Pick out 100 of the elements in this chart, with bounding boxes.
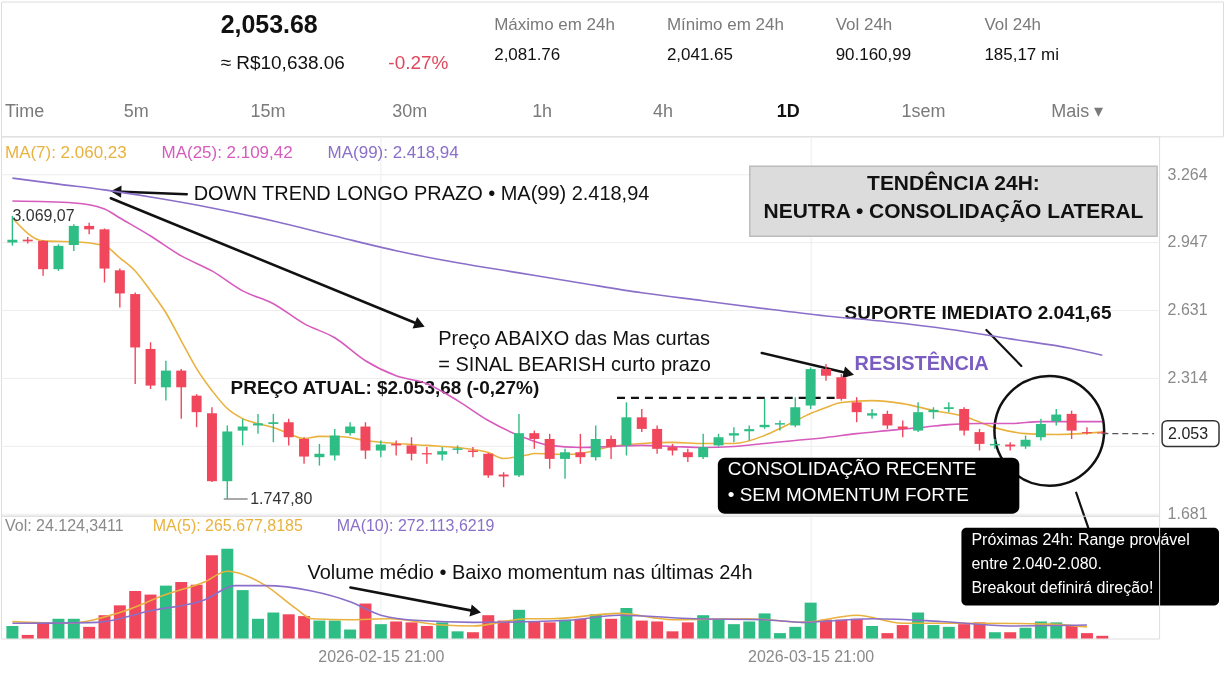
- bar: [850, 618, 863, 639]
- bar: [835, 619, 848, 639]
- bar: [543, 622, 556, 639]
- bar: [144, 594, 157, 639]
- candlestick: [329, 428, 340, 462]
- bar: [927, 625, 940, 639]
- candlestick: [636, 408, 647, 433]
- bar: [113, 605, 126, 639]
- candlestick: [1081, 426, 1092, 436]
- bar: [528, 621, 541, 639]
- bar: [374, 624, 387, 639]
- bar: [344, 629, 357, 639]
- bar: [6, 625, 19, 639]
- y-tick-label: 2.947: [1167, 233, 1208, 251]
- bar: [236, 590, 249, 639]
- bar: [420, 625, 433, 639]
- text: MA(10): 272.113,6219: [336, 516, 495, 534]
- bar: [605, 618, 618, 639]
- bar: [390, 621, 403, 639]
- bar: [559, 619, 572, 639]
- candlestick: [176, 368, 187, 420]
- text: Vol 24h: [984, 15, 1042, 35]
- candlestick: [237, 418, 248, 447]
- text: 30m: [392, 101, 428, 122]
- bar: [666, 631, 679, 639]
- text: Vol: 24.124,3411: [4, 516, 124, 534]
- candlestick: [867, 408, 878, 420]
- text: 1sem: [901, 101, 946, 122]
- bar: [881, 633, 894, 639]
- candlestick: [53, 243, 64, 272]
- candlestick: [575, 433, 586, 465]
- text: 1h: [532, 101, 553, 122]
- x-tick-label: 2026-03-15 21:00: [748, 647, 875, 665]
- bar: [635, 620, 648, 639]
- bar: [221, 548, 234, 639]
- candlestick: [283, 418, 294, 447]
- bar: [282, 614, 295, 639]
- bar: [773, 633, 786, 639]
- bar: [252, 618, 264, 639]
- candlestick: [590, 424, 601, 462]
- annotation: 3.069,07: [12, 206, 75, 224]
- text: 5m: [123, 101, 149, 122]
- x-tick-label: 2026-02-15 21:00: [318, 647, 445, 665]
- bar: [789, 626, 802, 639]
- text: MA(5): 265.677,8185: [152, 516, 303, 534]
- candlestick: [483, 452, 494, 479]
- candlestick: [560, 448, 571, 480]
- bar: [1096, 635, 1109, 639]
- bar: [574, 618, 587, 639]
- annotation: RESISTÊNCIA: [854, 350, 989, 374]
- ref-line-label: 2.053: [1168, 424, 1209, 442]
- bar: [958, 624, 971, 639]
- candlestick: [698, 433, 709, 460]
- candlestick: [406, 436, 417, 462]
- bar: [52, 618, 65, 639]
- bar: [697, 615, 710, 639]
- candlestick: [375, 439, 386, 458]
- annotation: TENDÊNCIA 24H: NEUTRA • CONSOLIDAÇÃO LATERAL: [763, 171, 1144, 223]
- candlestick: [851, 396, 862, 423]
- candlestick: [882, 409, 893, 430]
- text: Máximo em 24h: [494, 15, 615, 35]
- annotation: Preço ABAIXO das Mas curtas = SINAL BEARISH curto prazo: [438, 326, 711, 375]
- text: Mais ▾: [1051, 101, 1104, 122]
- bar: [681, 622, 694, 639]
- text: MA(99): 2.418,94: [327, 143, 459, 163]
- candlestick: [974, 428, 985, 452]
- annotation: DOWN TREND LONGO PRAZO • MA(99) 2.418,94: [193, 182, 650, 205]
- bar: [620, 608, 633, 639]
- bar: [313, 620, 326, 639]
- candlestick: [790, 396, 801, 428]
- bar: [298, 616, 311, 639]
- candlestick: [652, 424, 663, 455]
- bar: [21, 634, 34, 639]
- text: 2,081.76: [494, 45, 561, 65]
- candlestick: [728, 426, 739, 443]
- text: 185,17 mi: [984, 45, 1059, 65]
- bar: [1080, 633, 1093, 639]
- annotation: SUPORTE IMEDIATO 2.041,65: [844, 302, 1112, 324]
- text: 4h: [652, 101, 673, 122]
- candlestick: [160, 360, 171, 402]
- bar: [451, 631, 464, 639]
- bar: [727, 624, 740, 639]
- candlestick: [68, 223, 79, 252]
- bar: [205, 555, 218, 639]
- bar: [804, 602, 817, 639]
- text: 1D: [776, 101, 800, 122]
- bar: [175, 582, 188, 639]
- candlestick: [529, 429, 540, 450]
- candlestick: [191, 393, 202, 428]
- candlestick: [606, 434, 617, 460]
- text: MA(7): 2.060,23: [4, 143, 127, 163]
- bar: [896, 625, 909, 639]
- y-tick-label: 3.264: [1167, 165, 1208, 183]
- y-tick-label: 1.681: [1167, 504, 1208, 522]
- y-tick-label: 2.314: [1167, 369, 1208, 387]
- text: 2,041.65: [666, 45, 733, 65]
- text: Time: [4, 101, 45, 122]
- bar: [466, 632, 479, 639]
- bar: [1065, 625, 1078, 639]
- text: MA(25): 2.109,42: [161, 143, 293, 163]
